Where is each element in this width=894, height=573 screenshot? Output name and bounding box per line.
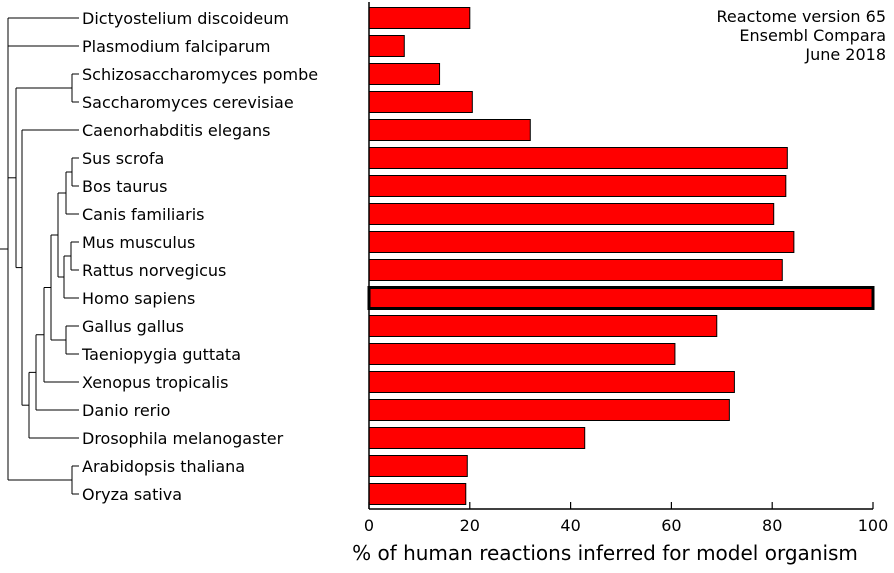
species-label: Taeniopygia guttata [81, 345, 241, 364]
annotation-line: June 2018 [804, 45, 886, 64]
species-label: Drosophila melanogaster [82, 429, 284, 448]
bars [367, 7, 875, 505]
species-label: Xenopus tropicalis [82, 373, 228, 392]
species-label: Canis familiaris [82, 205, 205, 224]
bar-caenorhabditis-elegans [368, 119, 531, 141]
bar-saccharomyces-cerevisiae [368, 91, 473, 113]
bar-danio-rerio [368, 399, 730, 421]
species-label: Bos taurus [82, 177, 167, 196]
species-label: Danio rerio [82, 401, 170, 420]
species-label: Schizosaccharomyces pombe [82, 65, 318, 84]
phylogenetic-tree [0, 17, 79, 495]
x-tick-label: 20 [460, 516, 480, 535]
bar-bos-taurus [368, 175, 787, 197]
annotation-line: Reactome version 65 [717, 7, 886, 26]
species-label: Rattus norvegicus [82, 261, 226, 280]
species-label: Dictyostelium discoideum [82, 9, 289, 28]
x-tick-label: 40 [560, 516, 580, 535]
species-label: Arabidopsis thaliana [82, 457, 245, 476]
annotation-line: Ensembl Compara [739, 26, 886, 45]
x-axis: 0 20 40 60 80 100 [364, 2, 888, 535]
species-label: Homo sapiens [82, 289, 195, 308]
x-tick-label: 0 [364, 516, 374, 535]
species-label: Gallus gallus [82, 317, 184, 336]
bar-plasmodium-falciparum [368, 35, 405, 57]
bar-canis-familiaris [368, 203, 775, 225]
species-labels: Dictyostelium discoideum Plasmodium falci… [81, 9, 318, 504]
bar-homo-sapiens [367, 286, 875, 310]
x-tick-label: 100 [858, 516, 889, 535]
species-label: Oryza sativa [82, 485, 182, 504]
bar-arabidopsis-thaliana [368, 455, 468, 477]
species-label: Caenorhabditis elegans [82, 121, 270, 140]
bar-schizosaccharomyces-pombe [368, 63, 441, 85]
bar-drosophila-melanogaster [368, 427, 586, 449]
species-label: Sus scrofa [82, 149, 164, 168]
species-label: Saccharomyces cerevisiae [82, 93, 294, 112]
bar-mus-musculus [368, 231, 795, 253]
x-tick-label: 60 [661, 516, 681, 535]
bar-xenopus-tropicalis [368, 371, 735, 393]
bar-rattus-norvegicus [368, 259, 783, 281]
bar-sus-scrofa [368, 147, 788, 169]
bar-dictyostelium-discoideum [368, 7, 471, 29]
species-label: Mus musculus [82, 233, 195, 252]
x-axis-title: % of human reactions inferred for model … [352, 541, 858, 565]
bar-taeniopygia-guttata [368, 343, 676, 365]
bar-gallus-gallus [368, 315, 718, 337]
x-tick-label: 80 [762, 516, 782, 535]
bar-oryza-sativa [368, 483, 467, 505]
species-label: Plasmodium falciparum [82, 37, 270, 56]
